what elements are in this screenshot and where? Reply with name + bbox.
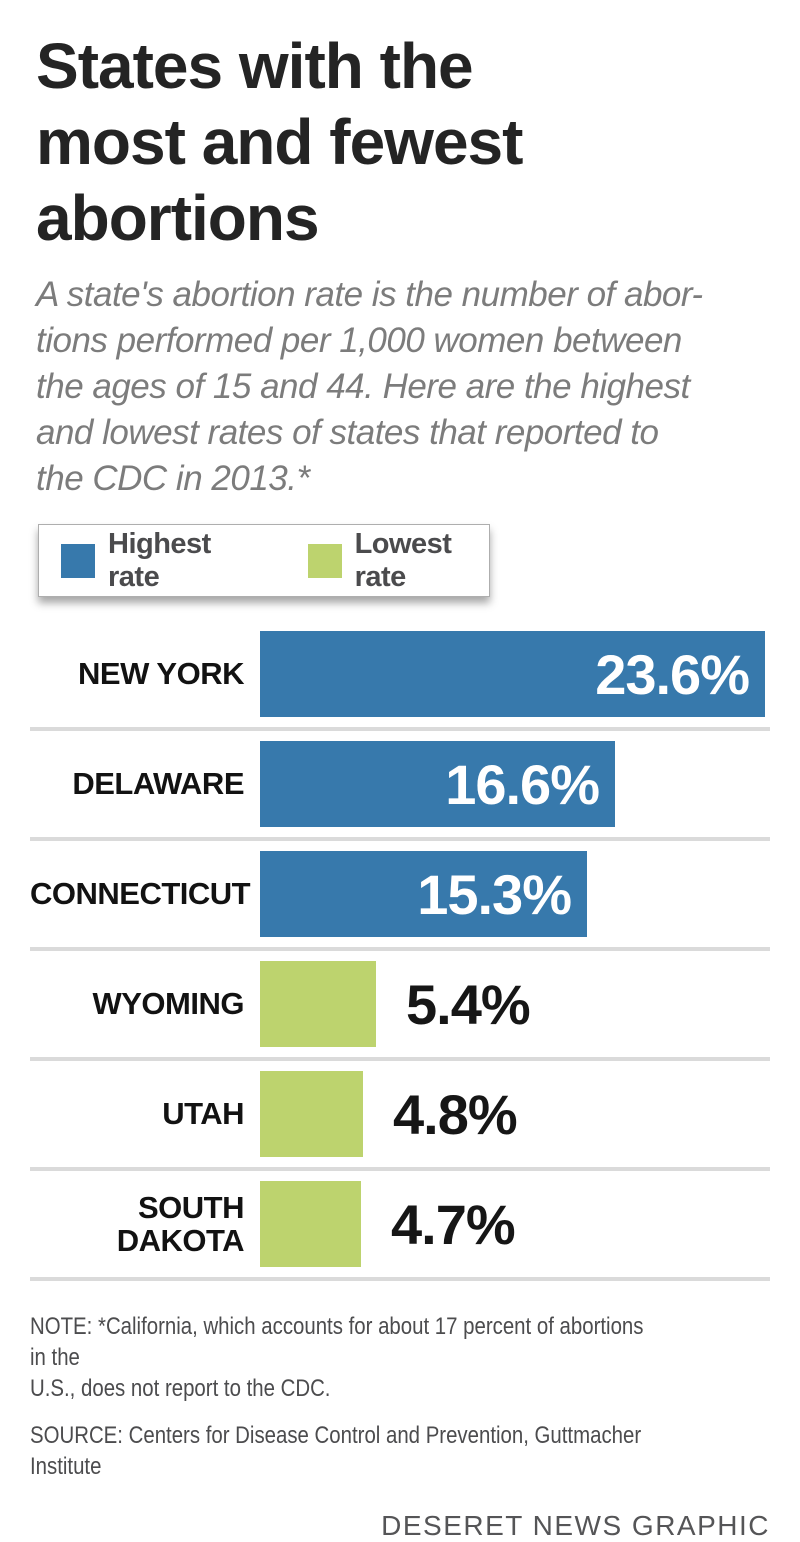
bar-area: 5.4%: [260, 951, 770, 1057]
source-text: SOURCE: Centers for Disease Control and …: [30, 1422, 642, 1480]
state-label: WYOMING: [92, 986, 245, 1022]
bar-area: 23.6%: [260, 621, 770, 727]
state-label: DELAWARE: [72, 766, 244, 802]
chart-row: DELAWARE 16.6%: [30, 731, 770, 841]
legend-label-lowest: Lowest rate: [354, 527, 452, 593]
value-label: 4.8%: [393, 1082, 518, 1146]
state-label: UTAH: [162, 1096, 244, 1132]
infographic-page: States with the most and fewest abortion…: [30, 30, 770, 1541]
note-text: NOTE: *California, which accounts for ab…: [30, 1313, 644, 1402]
state-label: SOUTH DAKOTA: [116, 1189, 245, 1258]
state-label: CONNECTICUT: [30, 876, 251, 912]
value-bar: [260, 961, 376, 1047]
legend-label-highest: Highest rate: [108, 527, 211, 593]
value-bar: 23.6%: [260, 631, 765, 717]
value-bar: [260, 1071, 363, 1157]
state-label: NEW YORK: [78, 656, 244, 692]
value-label: 16.6%: [445, 752, 600, 816]
bar-area: 4.8%: [260, 1061, 770, 1167]
bar-area: 16.6%: [260, 731, 770, 837]
footer: NOTE: *California, which accounts for ab…: [30, 1311, 770, 1542]
bar-area: 15.3%: [260, 841, 770, 947]
chart-row: WYOMING 5.4%: [30, 951, 770, 1061]
chart-row: UTAH 4.8%: [30, 1061, 770, 1171]
value-bar: [260, 1181, 361, 1267]
subtitle: A state's abortion rate is the number of…: [36, 275, 703, 498]
value-label: 5.4%: [406, 972, 531, 1036]
page-title: States with the most and fewest abortion…: [36, 30, 523, 254]
bar-area: 4.7%: [260, 1171, 770, 1277]
legend: Highest rate Lowest rate: [38, 524, 490, 597]
value-label: 23.6%: [595, 642, 750, 706]
legend-swatch-highest-icon: [61, 543, 95, 578]
value-label: 15.3%: [417, 862, 572, 926]
chart-row: NEW YORK 23.6%: [30, 621, 770, 731]
bar-chart: NEW YORK 23.6% DELAWARE 16.6% CONNECTICU…: [30, 621, 770, 1281]
credit-text: DESERET NEWS GRAPHIC: [381, 1510, 770, 1541]
value-bar: 15.3%: [260, 851, 587, 937]
chart-row: SOUTH DAKOTA 4.7%: [30, 1171, 770, 1281]
chart-row: CONNECTICUT 15.3%: [30, 841, 770, 951]
legend-swatch-lowest-icon: [307, 543, 342, 578]
value-label: 4.7%: [391, 1192, 516, 1256]
value-bar: 16.6%: [260, 741, 615, 827]
